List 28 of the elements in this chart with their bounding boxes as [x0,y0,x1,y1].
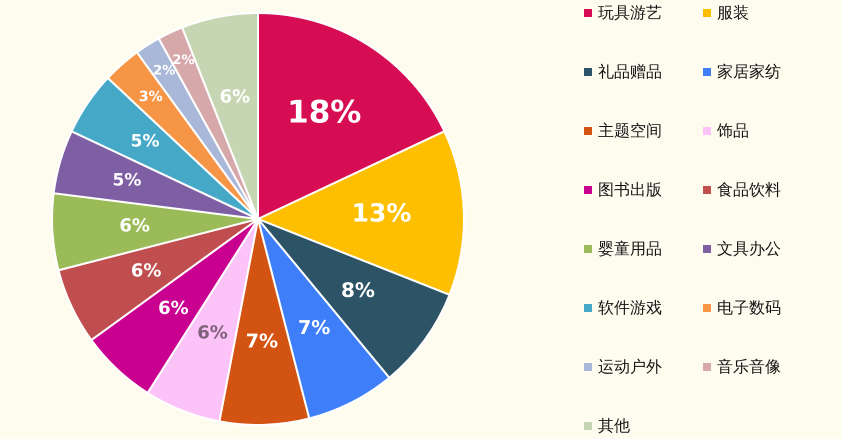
data-label: 5% [130,132,160,152]
legend-label: 礼品赠品 [598,61,662,83]
data-label: 7% [298,317,330,340]
legend-label: 运动户外 [598,356,662,378]
legend-label: 服装 [717,2,749,24]
legend-label: 婴童用品 [598,238,662,260]
data-label: 7% [246,330,278,352]
legend-label: 电子数码 [717,297,781,319]
legend-label: 软件游戏 [598,297,662,319]
legend-label: 其他 [598,415,630,437]
data-label: 13% [352,198,412,228]
data-label: 6% [197,322,228,344]
data-label: 6% [130,260,162,282]
data-label: 6% [220,86,250,108]
legend-label: 玩具游艺 [598,2,662,24]
legend-label: 家居家纺 [717,61,781,83]
data-label: 8% [341,278,375,302]
legend-label: 主题空间 [598,120,662,142]
legend-label: 饰品 [717,120,749,142]
legend-label: 文具办公 [717,238,781,260]
data-label: 3% [138,88,163,105]
data-label: 6% [119,215,150,236]
data-label: 5% [112,170,142,190]
data-label: 18% [287,94,362,131]
legend-label: 音乐音像 [717,356,781,378]
legend-label: 食品饮料 [717,179,781,201]
data-label: 6% [158,298,189,319]
legend-label: 图书出版 [598,179,662,201]
